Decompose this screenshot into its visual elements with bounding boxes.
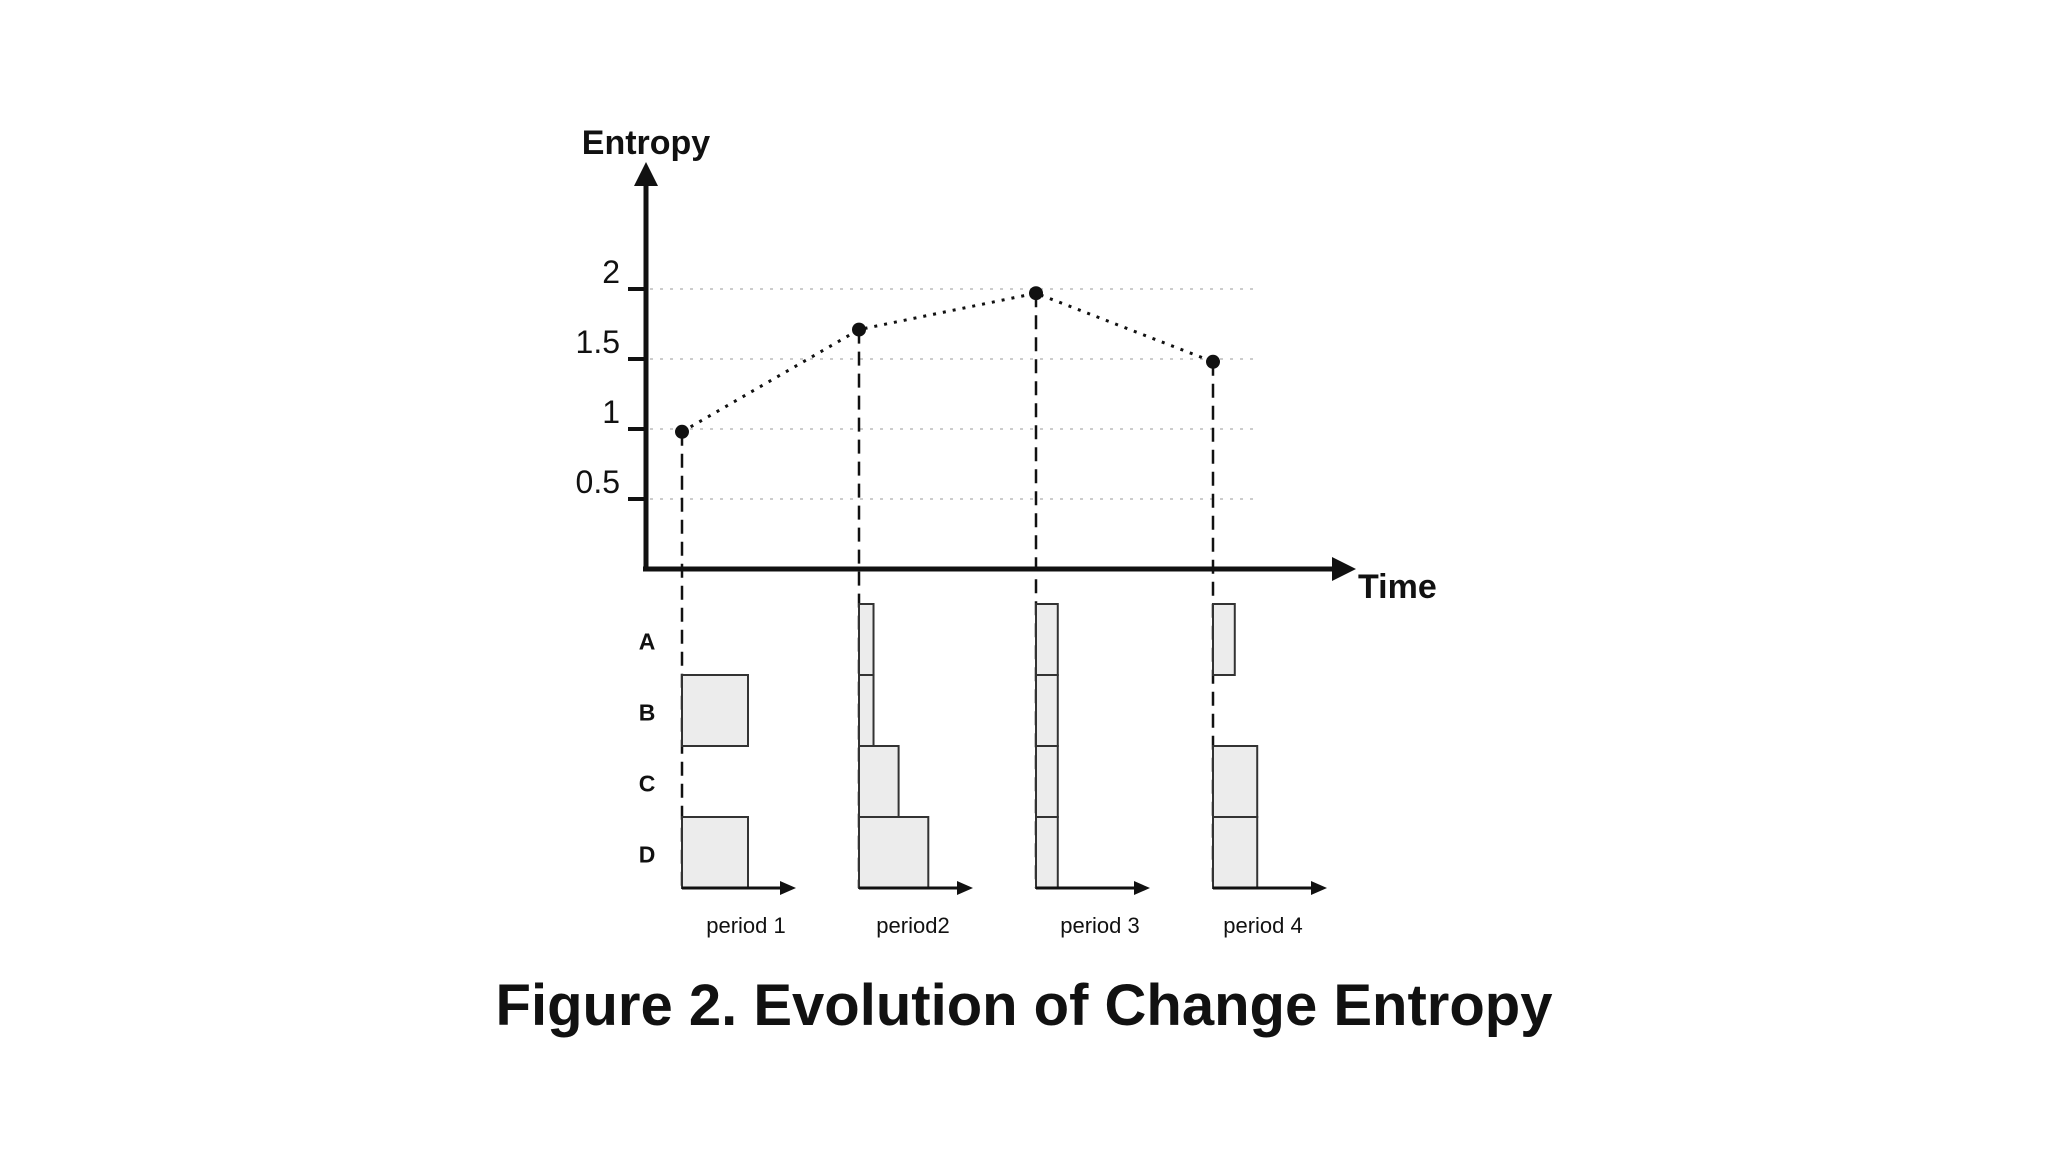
y-tick-label: 1.5 (576, 324, 620, 360)
period-label: period 4 (1223, 913, 1303, 938)
y-tick-label: 1 (602, 394, 620, 430)
category-bar (858, 603, 875, 676)
period-label: period 3 (1060, 913, 1140, 938)
y-ticks: 2 1.5 1 0.5 (576, 254, 646, 501)
category-bar (858, 745, 900, 818)
category-label: A (639, 629, 656, 655)
period-panel: period2 (858, 603, 973, 938)
category-label: C (639, 771, 656, 797)
y-tick-label: 0.5 (576, 464, 620, 500)
category-bar (681, 816, 749, 889)
category-label: D (639, 842, 656, 868)
category-bar (1035, 674, 1059, 747)
period-drop-lines (680, 293, 1215, 888)
entropy-point (675, 424, 689, 439)
panel-axis-arrowhead (1311, 881, 1327, 895)
category-bar (1035, 745, 1059, 818)
period-panel: period 1 (681, 674, 796, 938)
period-panel: period 3 (1035, 603, 1150, 938)
category-bar (1035, 603, 1059, 676)
category-bar (1035, 816, 1059, 889)
period-panels: period 1 period2 period 3 period 4 (681, 603, 1327, 938)
y-axis-label: Entropy (582, 124, 711, 162)
category-bar (1212, 745, 1259, 818)
category-labels: A B C D (639, 629, 656, 868)
entropy-point (852, 322, 866, 337)
x-axis-label: Time (1358, 568, 1437, 606)
entropy-series (675, 286, 1220, 439)
category-bar (681, 674, 749, 747)
x-axis-arrowhead (1332, 557, 1356, 581)
panel-axis-arrowhead (1134, 881, 1150, 895)
category-label: B (639, 700, 656, 726)
panel-axis-arrowhead (957, 881, 973, 895)
category-bar (858, 674, 875, 747)
y-axis-arrowhead (634, 162, 658, 186)
category-bar (1212, 603, 1236, 676)
entropy-point (1206, 354, 1220, 369)
entropy-line (681, 291, 1214, 434)
panel-axis-arrowhead (780, 881, 796, 895)
figure-caption: Figure 2. Evolution of Change Entropy (495, 973, 1553, 1038)
period-label: period 1 (706, 913, 786, 938)
period-label: period2 (876, 913, 949, 938)
category-bar (858, 816, 930, 889)
entropy-point (1029, 286, 1043, 301)
y-tick-label: 2 (602, 254, 620, 290)
grid-lines (650, 288, 1258, 500)
category-bar (1212, 816, 1259, 889)
period-panel: period 4 (1212, 603, 1327, 938)
